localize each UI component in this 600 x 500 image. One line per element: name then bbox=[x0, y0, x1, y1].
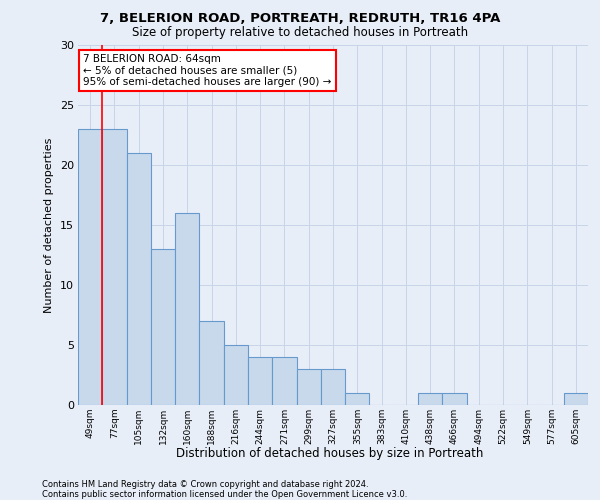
Text: 7, BELERION ROAD, PORTREATH, REDRUTH, TR16 4PA: 7, BELERION ROAD, PORTREATH, REDRUTH, TR… bbox=[100, 12, 500, 26]
Text: Distribution of detached houses by size in Portreath: Distribution of detached houses by size … bbox=[176, 448, 484, 460]
Bar bbox=[151, 249, 175, 405]
Bar bbox=[224, 345, 248, 405]
Text: 7 BELERION ROAD: 64sqm
← 5% of detached houses are smaller (5)
95% of semi-detac: 7 BELERION ROAD: 64sqm ← 5% of detached … bbox=[83, 54, 331, 87]
Bar bbox=[127, 153, 151, 405]
Bar bbox=[175, 213, 199, 405]
Bar bbox=[272, 357, 296, 405]
Bar bbox=[102, 129, 127, 405]
Text: Size of property relative to detached houses in Portreath: Size of property relative to detached ho… bbox=[132, 26, 468, 39]
Text: Contains public sector information licensed under the Open Government Licence v3: Contains public sector information licen… bbox=[42, 490, 407, 499]
Bar bbox=[78, 129, 102, 405]
Bar bbox=[321, 369, 345, 405]
Bar bbox=[564, 393, 588, 405]
Bar bbox=[345, 393, 370, 405]
Bar bbox=[248, 357, 272, 405]
Bar bbox=[199, 321, 224, 405]
Bar bbox=[296, 369, 321, 405]
Y-axis label: Number of detached properties: Number of detached properties bbox=[44, 138, 54, 312]
Text: Contains HM Land Registry data © Crown copyright and database right 2024.: Contains HM Land Registry data © Crown c… bbox=[42, 480, 368, 489]
Bar bbox=[442, 393, 467, 405]
Bar bbox=[418, 393, 442, 405]
